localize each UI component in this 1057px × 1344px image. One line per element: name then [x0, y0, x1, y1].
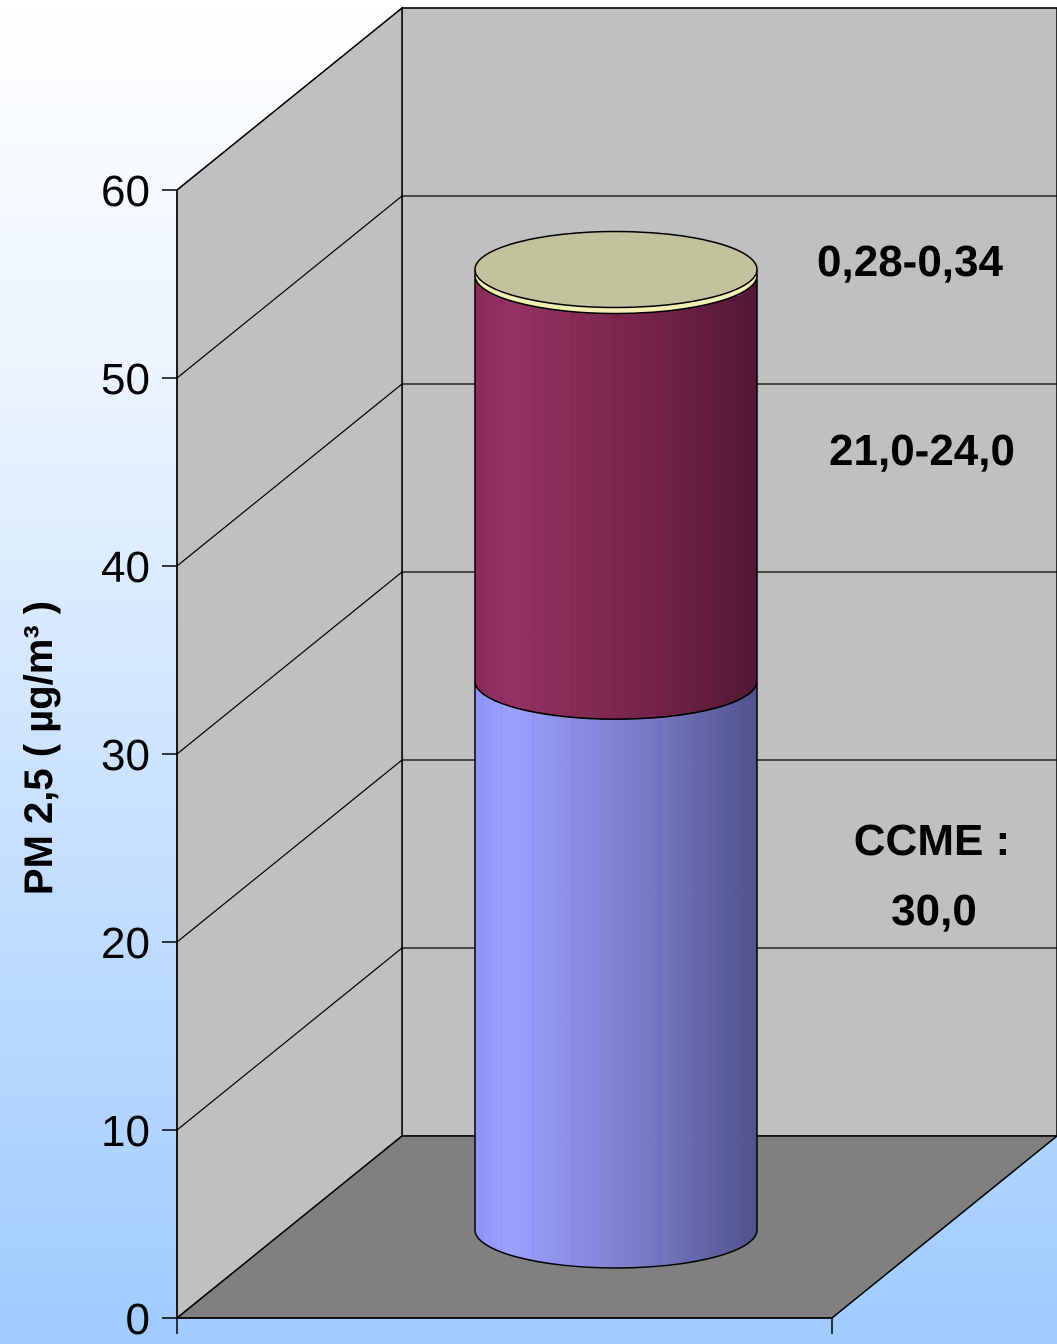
annotation-middle-range: 21,0-24,0 — [829, 426, 1015, 475]
annotation-ccme-label: CCME : — [854, 816, 1010, 865]
gridline-side-10 — [176, 947, 403, 1131]
y-tick-label-20: 20 — [101, 919, 150, 968]
gridline-side-40 — [176, 383, 403, 567]
y-tick-label-0: 0 — [126, 1295, 150, 1344]
annotation-top-range: 0,28-0,34 — [817, 237, 1003, 286]
y-axis-label: PM 2,5 ( µg/m³ ) — [17, 601, 61, 895]
y-tick-label-60: 60 — [101, 167, 150, 216]
gridline-side-60 — [176, 7, 403, 191]
stacked-cylinder — [474, 230, 758, 1269]
cylinder-top-cap — [474, 230, 758, 309]
y-tick-label-30: 30 — [101, 731, 150, 780]
gridline-side-20 — [176, 759, 403, 943]
gridline-side-50 — [176, 195, 403, 379]
cylinder-segment-3 — [474, 230, 758, 315]
y-tick-label-40: 40 — [101, 543, 150, 592]
y-axis: 0 10 20 30 40 50 60 — [101, 167, 178, 1344]
y-tick-label-50: 50 — [101, 355, 150, 404]
annotation-ccme-value: 30,0 — [891, 886, 977, 935]
gridline-side-30 — [176, 571, 403, 755]
y-tick-label-10: 10 — [101, 1107, 150, 1156]
